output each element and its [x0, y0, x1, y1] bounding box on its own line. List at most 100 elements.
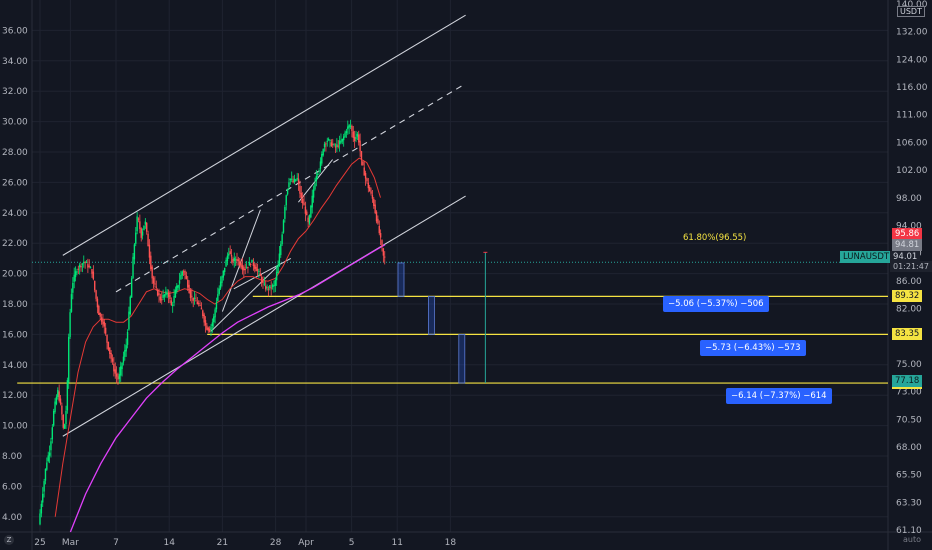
candle-body	[382, 248, 385, 256]
candle-body	[360, 151, 363, 160]
candle-body	[83, 262, 85, 264]
candle-body	[323, 143, 326, 148]
candle-body	[158, 293, 160, 296]
candle-body	[215, 302, 218, 310]
right-tick-19: 140.00	[896, 0, 928, 10]
left-tick-2: 8.00	[2, 452, 22, 462]
left-tick-6: 16.00	[2, 330, 28, 340]
candle-body	[314, 183, 316, 190]
candle-body	[167, 292, 170, 297]
price-tag-0: 95.86	[892, 228, 923, 240]
zoom-icon[interactable]: Z	[4, 535, 14, 545]
candle-body	[44, 468, 47, 481]
right-tick-0: 61.10	[896, 526, 922, 536]
measure-box-2	[458, 333, 466, 384]
candle-body	[379, 233, 382, 238]
candle-body	[161, 299, 163, 301]
candle-body	[106, 334, 108, 343]
candle-body	[267, 288, 270, 290]
x-tick-1: Mar	[62, 538, 79, 548]
candle-body	[80, 266, 82, 268]
candle-body	[258, 270, 260, 272]
right-tick-12: 98.00	[896, 194, 922, 204]
candle-body	[321, 153, 323, 164]
candle-body	[184, 270, 186, 275]
candle-body	[359, 140, 361, 152]
candle-body	[43, 481, 45, 492]
level-price-tag-1: 83.35	[892, 328, 923, 341]
candle-body	[66, 380, 69, 411]
candle-body	[375, 211, 378, 222]
candle-body	[76, 271, 78, 273]
candle-body	[94, 280, 96, 291]
candle-body	[348, 124, 350, 128]
candle-body	[374, 204, 376, 214]
candle-body	[169, 294, 171, 300]
candle-body	[84, 261, 86, 263]
candle-body	[143, 225, 145, 231]
time-axis[interactable]: 25 Mar 7 14 21 28 Apr 5 11 18	[34, 538, 456, 548]
x-tick-8: 11	[391, 538, 402, 548]
candle-body	[141, 231, 144, 236]
right-tick-3: 68.00	[896, 443, 922, 453]
candle-body	[243, 267, 245, 271]
x-tick-7: 5	[349, 538, 355, 548]
candle-body	[263, 283, 266, 285]
candle-body	[295, 179, 297, 181]
right-tick-14: 106.00	[896, 138, 928, 148]
left-tick-8: 20.00	[2, 270, 28, 280]
candle-body	[327, 139, 330, 141]
candle-body	[219, 281, 222, 289]
auto-scale-icon[interactable]: auto	[903, 535, 922, 544]
symbol-badge: LUNAUSDT	[840, 251, 893, 263]
candle-body	[132, 256, 134, 279]
candle-body	[265, 286, 267, 290]
candle-body	[200, 307, 203, 310]
candle-body	[154, 283, 156, 285]
candle-body	[185, 275, 188, 279]
candle-body	[73, 274, 75, 282]
x-tick-9: 18	[445, 538, 457, 548]
candle-body	[107, 342, 110, 350]
candle-body	[109, 347, 111, 354]
x-tick-2: 7	[113, 538, 119, 548]
right-tick-6: 75.00	[896, 360, 922, 370]
candle-body	[148, 244, 151, 258]
candle-body	[213, 316, 215, 323]
left-tick-10: 24.00	[2, 209, 28, 219]
candle-body	[177, 284, 179, 288]
candle-body	[292, 180, 294, 183]
candle-body	[306, 211, 308, 216]
right-tick-13: 102.00	[896, 166, 928, 176]
candle-body	[72, 282, 74, 293]
candle-body	[189, 290, 192, 298]
x-tick-4: 21	[217, 538, 228, 548]
measure-label-3: −6.14 (−7.37%) −614	[726, 388, 832, 404]
right-tick-9: 86.00	[896, 277, 922, 287]
candle-body	[240, 263, 242, 268]
candle-body	[229, 251, 231, 254]
candle-body	[52, 411, 55, 426]
candle-body	[236, 258, 238, 262]
left-tick-7: 18.00	[2, 300, 28, 310]
currency-label[interactable]: USDT	[897, 6, 925, 17]
right-tick-18: 132.00	[896, 28, 928, 38]
wedge-line-3	[298, 159, 333, 203]
candle-body	[296, 177, 298, 180]
candle-body	[137, 218, 140, 220]
candle-body	[251, 259, 253, 263]
candle-body	[223, 267, 226, 273]
candle-body	[113, 363, 115, 372]
candle-body	[377, 218, 379, 224]
right-price-axis[interactable]: 61.1063.3065.5068.0070.5073.0075.0079.00…	[896, 0, 928, 536]
candle-body	[256, 268, 259, 271]
candle-body	[188, 284, 190, 293]
candle-body	[269, 285, 271, 289]
candle-body	[330, 142, 333, 147]
wedge-line-0	[210, 265, 279, 332]
candle-body	[260, 277, 263, 283]
candle-body	[270, 287, 272, 289]
candle-body	[202, 310, 204, 316]
left-tick-1: 6.00	[2, 482, 22, 492]
